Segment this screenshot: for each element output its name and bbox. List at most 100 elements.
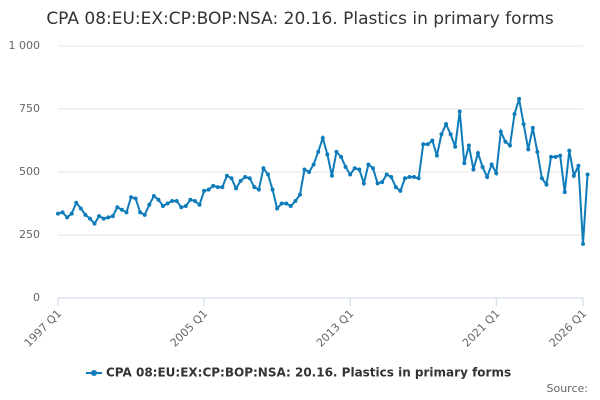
point: [320, 135, 325, 140]
y-tick-label: 500: [19, 165, 40, 178]
point: [215, 185, 220, 190]
point: [539, 176, 544, 181]
y-tick-label: 1 000: [9, 39, 41, 52]
point: [256, 187, 261, 192]
point: [151, 193, 156, 198]
x-tick-label: 2026 Q1: [547, 307, 590, 350]
point: [375, 181, 380, 186]
point: [384, 172, 389, 177]
point: [293, 198, 298, 203]
point: [576, 163, 581, 168]
point: [544, 182, 549, 187]
point: [161, 204, 165, 209]
point: [521, 122, 526, 127]
x-tick-label: 1997 Q1: [22, 307, 65, 350]
point: [498, 129, 503, 134]
point: [97, 214, 102, 219]
point: [101, 216, 106, 221]
point: [503, 139, 508, 144]
point: [558, 153, 563, 158]
point: [261, 166, 266, 171]
point: [87, 216, 92, 221]
y-tick-label: 250: [19, 228, 40, 241]
point: [60, 210, 65, 215]
point: [462, 161, 467, 166]
point: [581, 241, 585, 246]
point: [466, 143, 471, 148]
point: [329, 173, 334, 178]
point: [188, 197, 193, 202]
point: [202, 188, 207, 193]
point: [585, 172, 590, 177]
point: [389, 175, 394, 180]
point: [425, 142, 430, 147]
point: [393, 185, 398, 190]
point: [348, 172, 353, 177]
y-tick-label: 0: [33, 291, 40, 304]
point: [553, 154, 558, 159]
point: [407, 175, 412, 180]
point: [279, 201, 284, 206]
point: [247, 176, 252, 181]
point: [124, 210, 129, 215]
point: [549, 154, 554, 159]
point: [416, 176, 421, 181]
chart-title: CPA 08:EU:EX:CP:BOP:NSA: 20.16. Plastics…: [46, 9, 554, 29]
point: [352, 166, 357, 171]
point: [224, 173, 229, 178]
point: [266, 172, 270, 177]
point: [430, 138, 435, 143]
point: [567, 148, 572, 153]
point: [380, 180, 385, 185]
point: [334, 149, 339, 154]
x-tick-label: 2005 Q1: [168, 307, 211, 350]
point: [275, 206, 280, 211]
source: Source:: [547, 382, 589, 395]
point: [366, 162, 371, 167]
point: [526, 147, 531, 152]
point: [110, 214, 115, 219]
point: [133, 196, 138, 201]
point: [78, 206, 83, 211]
point: [129, 195, 134, 200]
legend-label: CPA 08:EU:EX:CP:BOP:NSA: 20.16. Plastics…: [106, 366, 511, 380]
point: [284, 201, 289, 206]
point: [494, 171, 499, 176]
point: [211, 183, 216, 188]
point: [421, 142, 426, 147]
point: [316, 149, 321, 154]
point: [476, 151, 480, 156]
point: [174, 198, 179, 203]
legend-symbol: [91, 370, 97, 376]
point: [398, 188, 403, 193]
y-tick-label: 750: [19, 102, 40, 115]
x-tick-label: 2013 Q1: [314, 307, 357, 350]
point: [142, 212, 147, 217]
point: [138, 210, 143, 215]
point: [343, 164, 348, 169]
point: [535, 149, 540, 154]
point: [297, 192, 302, 197]
point: [179, 205, 184, 210]
point: [434, 153, 439, 158]
point: [402, 176, 407, 181]
point: [115, 205, 120, 210]
point: [480, 164, 485, 169]
point: [156, 197, 161, 202]
point: [471, 167, 476, 172]
point: [457, 109, 462, 114]
point: [229, 176, 234, 181]
point: [311, 162, 316, 167]
point: [448, 132, 453, 137]
point: [439, 132, 444, 137]
point: [197, 202, 202, 207]
point: [270, 187, 275, 192]
point: [192, 198, 197, 203]
point: [165, 201, 170, 206]
point: [339, 154, 344, 159]
point: [288, 204, 293, 209]
point: [106, 215, 111, 220]
point: [371, 166, 375, 171]
point: [119, 207, 124, 212]
point: [307, 170, 312, 174]
